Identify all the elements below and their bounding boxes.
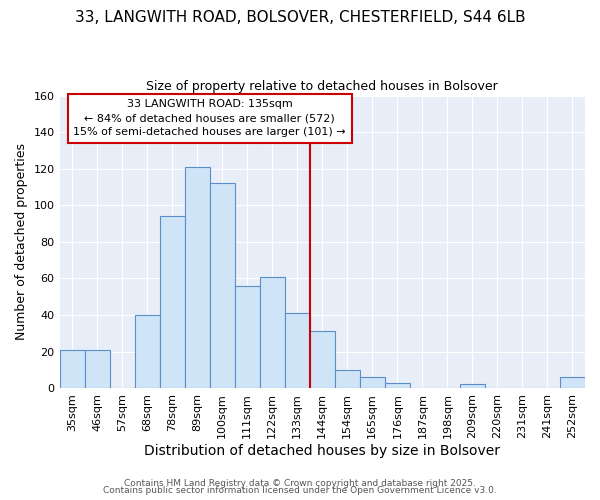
- Text: 33, LANGWITH ROAD, BOLSOVER, CHESTERFIELD, S44 6LB: 33, LANGWITH ROAD, BOLSOVER, CHESTERFIEL…: [74, 10, 526, 25]
- Bar: [134, 315, 160, 388]
- Y-axis label: Number of detached properties: Number of detached properties: [15, 144, 28, 340]
- Bar: [85, 350, 110, 388]
- Bar: [285, 313, 310, 388]
- Title: Size of property relative to detached houses in Bolsover: Size of property relative to detached ho…: [146, 80, 498, 93]
- Bar: [185, 167, 209, 388]
- Bar: [335, 370, 360, 388]
- Bar: [385, 382, 410, 388]
- Bar: [460, 384, 485, 388]
- Text: Contains HM Land Registry data © Crown copyright and database right 2025.: Contains HM Land Registry data © Crown c…: [124, 478, 476, 488]
- Bar: [260, 276, 285, 388]
- Bar: [59, 350, 85, 388]
- Text: Contains public sector information licensed under the Open Government Licence v3: Contains public sector information licen…: [103, 486, 497, 495]
- Bar: [560, 377, 585, 388]
- Text: 33 LANGWITH ROAD: 135sqm
← 84% of detached houses are smaller (572)
15% of semi-: 33 LANGWITH ROAD: 135sqm ← 84% of detach…: [73, 99, 346, 137]
- Bar: [235, 286, 260, 388]
- Bar: [209, 184, 235, 388]
- Bar: [360, 377, 385, 388]
- Bar: [310, 332, 335, 388]
- Bar: [160, 216, 185, 388]
- X-axis label: Distribution of detached houses by size in Bolsover: Distribution of detached houses by size …: [144, 444, 500, 458]
